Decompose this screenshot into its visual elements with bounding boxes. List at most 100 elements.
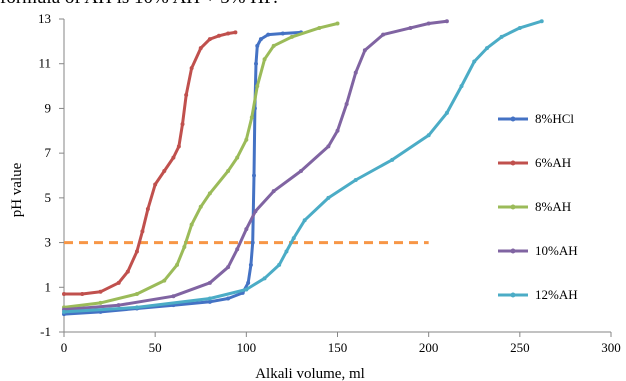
- y-tick-label: 7: [45, 145, 52, 160]
- data-point: [289, 34, 294, 39]
- data-point: [207, 37, 212, 42]
- x-tick-label: 100: [237, 340, 257, 355]
- data-point: [390, 157, 395, 162]
- data-point: [216, 33, 221, 38]
- data-point: [189, 66, 194, 71]
- x-axis-label: Alkali volume, ml: [255, 366, 365, 381]
- data-point: [271, 189, 276, 194]
- data-point: [362, 48, 367, 53]
- data-point: [153, 182, 158, 187]
- legend-marker: [510, 292, 516, 298]
- data-point: [182, 245, 187, 250]
- data-point: [145, 207, 150, 212]
- y-tick-label: -1: [40, 324, 51, 339]
- legend-label: 8%AH: [535, 199, 571, 214]
- data-point: [226, 169, 231, 174]
- data-point: [253, 61, 258, 66]
- x-tick-label: 200: [419, 340, 439, 355]
- data-point: [266, 32, 271, 37]
- data-point: [426, 21, 431, 26]
- data-point: [198, 204, 203, 209]
- data-point: [226, 31, 231, 36]
- data-point: [189, 222, 194, 227]
- data-point: [408, 25, 413, 30]
- caption-text: formula of AH is 10% AH + 5% HF.: [0, 0, 278, 9]
- legend-label: 10%AH: [535, 243, 578, 258]
- data-point: [444, 19, 449, 24]
- series-line: [64, 30, 236, 296]
- data-point: [499, 34, 504, 39]
- data-point: [171, 294, 176, 299]
- data-point: [255, 43, 260, 48]
- data-point: [244, 137, 249, 142]
- data-point: [302, 218, 307, 223]
- legend-label: 8%HCl: [535, 111, 574, 126]
- data-point: [277, 262, 282, 267]
- data-point: [162, 169, 167, 174]
- data-point: [326, 195, 331, 200]
- data-point: [98, 300, 103, 305]
- data-point: [134, 291, 139, 296]
- data-point: [250, 240, 255, 245]
- data-point: [180, 122, 185, 127]
- data-point: [207, 296, 212, 301]
- data-point: [235, 155, 240, 160]
- data-point: [226, 296, 231, 301]
- data-point: [226, 265, 231, 270]
- data-point: [62, 309, 66, 314]
- legend-marker: [510, 160, 516, 166]
- data-point: [326, 144, 331, 149]
- data-point: [280, 31, 285, 36]
- data-point: [176, 144, 181, 149]
- data-point: [253, 209, 258, 214]
- data-point: [335, 21, 340, 26]
- data-point: [381, 32, 386, 37]
- data-point: [344, 101, 349, 106]
- data-point: [235, 247, 240, 252]
- data-point: [291, 236, 296, 241]
- x-tick-label: 150: [328, 340, 348, 355]
- legend-marker: [510, 116, 516, 122]
- y-tick-label: 9: [45, 100, 52, 115]
- x-tick-label: 300: [601, 340, 621, 355]
- data-point: [98, 289, 103, 294]
- y-tick-label: 3: [45, 235, 52, 250]
- legend-label: 12%AH: [535, 287, 578, 302]
- data-point: [162, 278, 167, 283]
- data-point: [134, 305, 139, 310]
- data-point: [140, 229, 145, 234]
- data-point: [335, 128, 340, 133]
- y-tick-label: 11: [38, 56, 51, 71]
- x-tick-label: 250: [510, 340, 530, 355]
- legend: 8%HCl 6%AH 8%AH 10%AH 12%AH: [498, 111, 578, 302]
- y-tick-label: 13: [38, 11, 51, 26]
- series-line: [63, 22, 338, 309]
- series-group: [62, 19, 544, 317]
- data-point: [317, 25, 322, 30]
- data-point: [116, 303, 121, 308]
- data-point: [299, 169, 304, 174]
- data-point: [353, 70, 358, 75]
- data-point: [258, 37, 263, 42]
- data-point: [426, 133, 431, 138]
- series-line: [63, 19, 543, 314]
- legend-label: 6%AH: [535, 155, 571, 170]
- legend-marker: [510, 248, 516, 254]
- data-point: [248, 262, 253, 267]
- data-point: [271, 43, 276, 48]
- data-point: [262, 57, 267, 62]
- data-point: [255, 84, 260, 89]
- data-point: [184, 93, 189, 98]
- data-point: [207, 299, 212, 304]
- x-tick-label: 50: [149, 340, 162, 355]
- data-point: [517, 25, 522, 30]
- data-point: [233, 30, 238, 35]
- data-point: [539, 19, 544, 24]
- data-point: [207, 191, 212, 196]
- data-point: [284, 249, 289, 254]
- data-point: [80, 291, 85, 296]
- data-point: [459, 84, 464, 89]
- data-point: [134, 249, 139, 254]
- data-point: [246, 280, 251, 285]
